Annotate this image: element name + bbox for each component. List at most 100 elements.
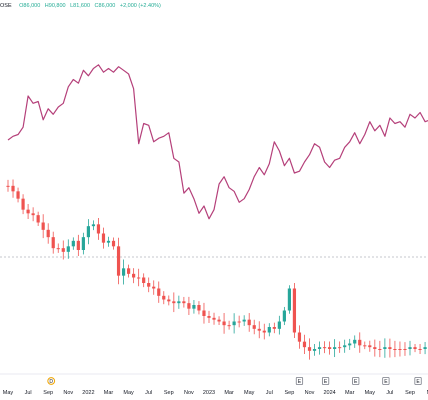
candle-body	[111, 240, 116, 247]
candle-body	[127, 268, 131, 274]
x-tick-label: May	[3, 390, 14, 396]
candle-body	[106, 240, 111, 243]
candle-body	[61, 248, 65, 252]
event-marker[interactable]: E	[321, 377, 330, 386]
candle-body	[26, 209, 30, 214]
candle-body	[162, 295, 166, 300]
event-marker-label: E	[416, 379, 420, 385]
x-tick-label: Mar	[345, 390, 355, 396]
candle-body	[46, 229, 50, 238]
candle-body	[152, 286, 156, 289]
candle-body	[147, 283, 151, 287]
event-marker[interactable]: D	[47, 377, 56, 385]
candle-body	[71, 240, 75, 247]
candle-body	[36, 215, 40, 223]
candle-body	[418, 349, 422, 350]
candle-body	[121, 268, 126, 276]
x-tick-label: Sep	[285, 390, 295, 396]
candle-body	[398, 349, 402, 350]
candle-body	[312, 349, 317, 351]
event-marker-label: D	[49, 379, 53, 385]
candle-body	[237, 321, 241, 323]
x-tick-label: Mar	[104, 390, 114, 396]
symbol-label: OSE	[0, 3, 12, 9]
x-tick-label: No	[427, 390, 428, 396]
candle-body	[272, 327, 276, 329]
candle-body	[328, 347, 332, 349]
low-value: L81,600	[70, 3, 91, 9]
earnings-icon	[321, 377, 330, 385]
candle-body	[116, 246, 121, 276]
compare-series-line	[7, 64, 428, 220]
earnings-icon	[382, 377, 390, 385]
candle-body	[267, 327, 271, 333]
candle-body	[202, 310, 206, 316]
candle-body	[297, 332, 302, 342]
candle-body	[423, 347, 427, 349]
candle-body	[317, 347, 322, 349]
candle-body	[358, 339, 362, 346]
candle-body	[187, 303, 191, 309]
candle-body	[383, 347, 387, 349]
candle-body	[393, 349, 397, 350]
candle-body	[51, 237, 55, 249]
x-tick-label: Jul	[386, 390, 393, 396]
candle-body	[157, 288, 161, 296]
candle-body	[21, 198, 25, 210]
event-marker-label: E	[384, 379, 388, 385]
x-tick-label: Jul	[25, 390, 32, 396]
candle-body	[101, 233, 106, 243]
candle-body	[86, 226, 90, 238]
x-tick-label: Nov	[184, 390, 194, 396]
chart-legend-header: OSE O86,000 H90,800 L81,600 C86,000 +2,0…	[0, 0, 164, 12]
candle-body	[292, 288, 297, 333]
event-marker[interactable]: E	[295, 377, 304, 386]
x-tick-label: May	[365, 390, 376, 396]
x-tick-label: 2022	[82, 390, 94, 396]
event-marker[interactable]: E	[414, 377, 422, 386]
x-tick-label: Jul	[266, 390, 273, 396]
candle-body	[96, 224, 101, 234]
candle-body	[41, 222, 45, 230]
candle-body	[197, 305, 201, 311]
candle-body	[91, 224, 96, 227]
x-tick-label: Sep	[43, 390, 53, 396]
event-marker-label: E	[324, 379, 328, 385]
candle-body	[247, 319, 251, 326]
close-value: C86,000	[94, 3, 116, 9]
candle-body	[232, 321, 236, 326]
candles	[6, 179, 427, 360]
candle-body	[408, 347, 412, 349]
candle-body	[302, 341, 307, 348]
candle-body	[378, 349, 382, 350]
candle-body	[277, 321, 281, 329]
open-value: O86,000	[19, 3, 41, 9]
x-tick-label: May	[244, 390, 255, 396]
candle-body	[81, 237, 85, 250]
candle-body	[167, 299, 171, 302]
candle-body	[338, 347, 342, 349]
x-tick-label: 2024	[323, 390, 335, 396]
x-tick-label: Nov	[305, 390, 315, 396]
earnings-icon	[352, 377, 360, 385]
candle-body	[282, 310, 286, 322]
candle-body	[6, 185, 10, 187]
candle-body	[242, 319, 246, 322]
candle-body	[137, 277, 141, 279]
candle-body	[222, 321, 226, 326]
candle-body	[177, 301, 181, 304]
x-tick-label: 2023	[203, 390, 215, 396]
candle-body	[252, 325, 256, 329]
candle-body	[257, 328, 261, 331]
x-tick-label: Sep	[164, 390, 174, 396]
candle-body	[182, 301, 186, 304]
event-marker[interactable]: E	[352, 377, 360, 386]
candle-body	[353, 339, 357, 344]
event-marker[interactable]: E	[382, 377, 390, 386]
x-tick-label: Mar	[224, 390, 234, 396]
candle-body	[31, 213, 35, 216]
candle-body	[287, 288, 291, 311]
candle-body	[348, 343, 352, 346]
event-marker-label: E	[298, 379, 302, 385]
